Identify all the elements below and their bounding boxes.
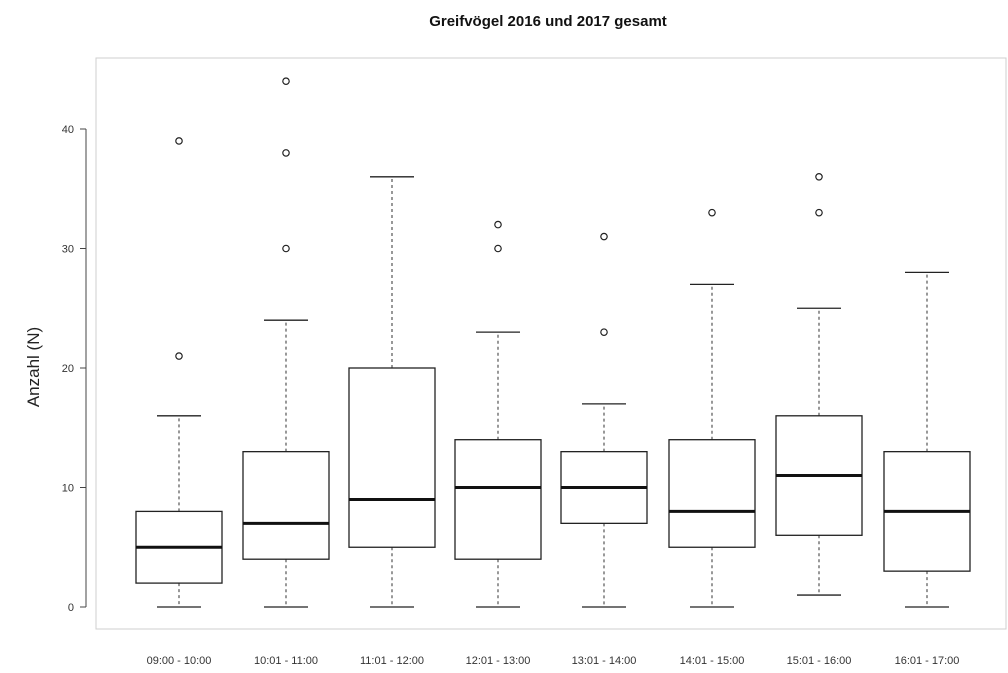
y-axis-ticks: 0 10 20 30 40 [62,124,86,614]
outlier-point [175,137,183,145]
outlier-point [815,208,823,217]
box-1 [135,137,223,608]
outlier-point [282,77,290,86]
x-tick-label-7: 15:01 - 16:00 [787,655,852,667]
outlier-point [494,244,502,253]
outlier-point [494,220,502,229]
box-6 [668,208,756,608]
outlier-point [600,232,608,241]
y-tick-label-0: 0 [68,602,74,614]
outlier-point [600,328,608,336]
box-4 [454,220,542,608]
outlier-point [282,244,290,253]
x-tick-label-4: 12:01 - 13:00 [466,655,531,667]
x-tick-label-3: 11:01 - 12:00 [360,655,424,667]
iqr-box [668,439,756,548]
y-tick-label-30: 30 [62,244,74,256]
y-tick-label-40: 40 [62,124,74,136]
y-tick-label-10: 10 [62,483,74,495]
iqr-box [454,439,542,560]
x-tick-label-6: 14:01 - 15:00 [680,655,745,667]
outlier-point [708,208,716,217]
iqr-box [242,450,330,560]
boxes-group [135,77,971,608]
box-3 [348,176,436,608]
x-axis-labels: 09:00 - 10:00 10:01 - 11:00 11:01 - 12:00 1… [147,655,960,667]
x-tick-label-1: 09:00 - 10:00 [147,655,212,667]
y-tick-label-20: 20 [62,363,74,375]
y-axis-label: Anzahl (N) [24,327,43,407]
outlier-point [175,352,183,360]
box-7 [775,173,863,596]
box-8 [883,271,971,608]
outlier-point [815,173,823,181]
box-5 [560,232,648,608]
box-2 [242,77,330,608]
iqr-box [348,367,436,548]
x-tick-label-8: 16:01 - 17:00 [895,655,960,667]
x-tick-label-5: 13:01 - 14:00 [572,655,637,667]
outlier-point [282,149,290,157]
x-tick-label-2: 10:01 - 11:00 [254,655,318,667]
chart-title: Greifvögel 2016 und 2017 gesamt [429,13,667,30]
plot-frame [95,57,1007,630]
